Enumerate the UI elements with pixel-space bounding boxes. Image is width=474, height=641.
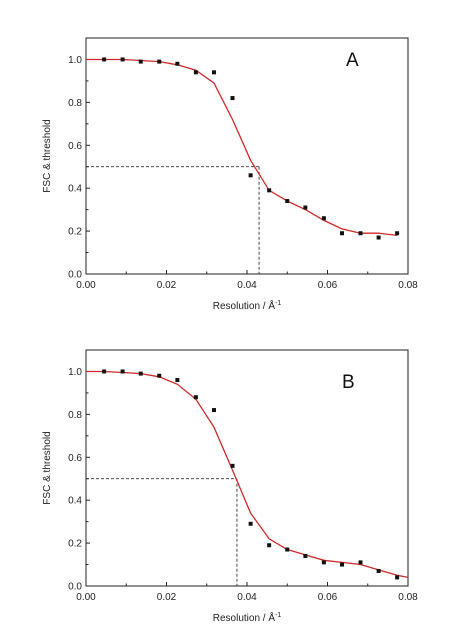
data-point — [303, 553, 308, 558]
data-point — [138, 371, 143, 376]
data-point — [395, 231, 400, 236]
y-tick-label: 0.6 — [68, 453, 82, 464]
fit-curve — [86, 370, 409, 579]
data-point — [157, 59, 162, 64]
data-points — [102, 369, 400, 580]
data-point — [285, 199, 290, 204]
data-point — [175, 61, 180, 66]
y-axis-ticks: 0.0 0.2 0.4 0.6 0.8 1.0 — [68, 367, 90, 593]
fit-line — [86, 58, 398, 237]
y-tick-label: 0.4 — [68, 184, 82, 195]
x-axis-ticks: 0.00 0.02 0.04 0.06 0.08 — [76, 582, 418, 603]
x-axis-label: Resolution / Å-1 — [213, 299, 282, 312]
x-axis-label-superscript: -1 — [275, 300, 281, 307]
x-tick-label: 0.04 — [237, 280, 257, 291]
y-tick-label: 0.0 — [68, 270, 82, 281]
y-tick-label: 0.2 — [68, 227, 82, 238]
data-point — [339, 562, 344, 567]
plot-frame — [85, 349, 409, 587]
x-axis-label-text: Resolution / Å — [213, 299, 276, 312]
y-tick-label: 0.6 — [68, 141, 82, 152]
data-point — [395, 575, 400, 580]
x-tick-label: 0.08 — [398, 592, 418, 603]
y-tick-label: 1.0 — [68, 367, 82, 378]
data-point — [193, 70, 198, 75]
data-point — [339, 231, 344, 236]
y-axis-label: FSC & threshold — [42, 119, 53, 192]
x-tick-label: 0.02 — [157, 280, 177, 291]
data-point — [193, 395, 198, 400]
panel-b: 0.00.20.40.60.81.0 0.00 0.02 0.04 0.06 0.08 … — [42, 349, 418, 624]
y-tick-label: 0.8 — [68, 98, 82, 109]
y-tick-label: 0.0 — [68, 582, 82, 593]
data-point — [230, 96, 235, 101]
fit-line — [86, 370, 409, 579]
x-tick-label: 0.08 — [398, 280, 418, 291]
y-tick-label: 0.2 — [68, 539, 82, 550]
threshold-lines — [86, 166, 260, 274]
data-point — [321, 560, 326, 565]
data-point — [358, 560, 363, 565]
x-tick-label: 0.02 — [157, 592, 177, 603]
data-point — [211, 408, 216, 413]
data-point — [175, 378, 180, 383]
data-point — [120, 57, 125, 62]
data-point — [120, 369, 125, 374]
data-point — [376, 568, 381, 573]
data-point — [376, 235, 381, 240]
x-axis-label: Resolution / Å-1 — [213, 611, 282, 624]
data-point — [157, 373, 162, 378]
x-tick-label: 0.00 — [76, 280, 96, 291]
data-point — [358, 231, 363, 236]
data-point — [102, 57, 107, 62]
data-point — [267, 543, 272, 548]
y-tick-label: 1.0 — [68, 55, 82, 66]
x-axis-label-text: Resolution / Å — [213, 611, 276, 624]
data-point — [267, 188, 272, 193]
data-point — [248, 173, 253, 178]
data-point — [303, 205, 308, 210]
panel-label: A — [346, 50, 359, 71]
panel-label: B — [342, 372, 355, 393]
x-tick-label: 0.00 — [76, 592, 96, 603]
x-tick-label: 0.04 — [237, 592, 257, 603]
y-axis-label: FSC & threshold — [42, 431, 53, 504]
data-points — [102, 57, 400, 240]
y-tick-label: 0.8 — [68, 410, 82, 421]
x-axis-label-superscript: -1 — [275, 612, 281, 619]
x-tick-label: 0.06 — [318, 592, 338, 603]
x-axis-ticks: 0.00 0.02 0.04 0.06 0.08 — [76, 270, 418, 291]
data-point — [138, 59, 143, 64]
x-tick-label: 0.06 — [318, 280, 338, 291]
data-point — [285, 547, 290, 552]
data-point — [248, 521, 253, 526]
y-tick-label: 0.4 — [68, 496, 82, 507]
fit-curve — [86, 58, 398, 237]
panel-a: 0.00.20.40.60.81.0 0.00 0.02 0.04 0.06 0.08 … — [42, 37, 418, 312]
plot-frame — [85, 37, 409, 275]
data-point — [230, 463, 235, 468]
data-point — [102, 369, 107, 374]
data-point — [211, 70, 216, 75]
threshold-lines — [86, 478, 238, 586]
data-point — [321, 216, 326, 221]
y-axis-ticks: 0.0 0.2 0.4 0.6 0.8 1.0 — [68, 55, 90, 281]
